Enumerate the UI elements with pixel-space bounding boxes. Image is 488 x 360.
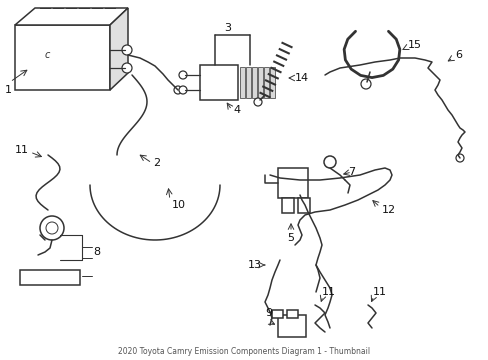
Text: 8: 8	[93, 247, 100, 257]
Text: 3: 3	[224, 23, 230, 33]
Polygon shape	[20, 270, 80, 285]
Circle shape	[360, 79, 370, 89]
Bar	[286, 310, 297, 318]
Text: 13: 13	[247, 260, 262, 270]
Bar	[245, 67, 250, 98]
Bar	[240, 67, 244, 98]
Polygon shape	[110, 8, 128, 90]
Text: 9: 9	[264, 308, 271, 318]
Text: 4: 4	[232, 105, 240, 115]
Bar	[264, 67, 268, 98]
Text: c: c	[45, 50, 50, 60]
Text: 2020 Toyota Camry Emission Components Diagram 1 - Thumbnail: 2020 Toyota Camry Emission Components Di…	[118, 347, 369, 356]
Text: 7: 7	[347, 167, 354, 177]
Bar	[200, 65, 238, 100]
Circle shape	[455, 154, 463, 162]
Text: 14: 14	[294, 73, 308, 83]
Bar	[251, 67, 257, 98]
Text: 2: 2	[153, 158, 160, 168]
Circle shape	[122, 63, 132, 73]
Bar	[282, 198, 293, 213]
Text: 11: 11	[321, 287, 335, 297]
Bar	[15, 25, 110, 90]
Circle shape	[122, 45, 132, 55]
Bar	[258, 67, 263, 98]
Polygon shape	[15, 8, 128, 25]
Circle shape	[179, 86, 186, 94]
Circle shape	[46, 222, 58, 234]
Bar	[278, 315, 305, 337]
Circle shape	[174, 86, 182, 94]
Text: 12: 12	[381, 205, 395, 215]
Text: 15: 15	[407, 40, 421, 50]
Text: 1: 1	[5, 85, 12, 95]
Bar	[278, 168, 307, 198]
Circle shape	[179, 71, 186, 79]
Circle shape	[40, 216, 64, 240]
Circle shape	[324, 156, 335, 168]
Text: 11: 11	[15, 145, 29, 155]
Text: 6: 6	[454, 50, 461, 60]
Text: 5: 5	[286, 233, 293, 243]
Circle shape	[253, 98, 262, 106]
Text: 11: 11	[372, 287, 386, 297]
Bar	[271, 310, 283, 318]
Bar	[269, 67, 274, 98]
Text: 10: 10	[172, 200, 185, 210]
Bar	[297, 198, 309, 213]
